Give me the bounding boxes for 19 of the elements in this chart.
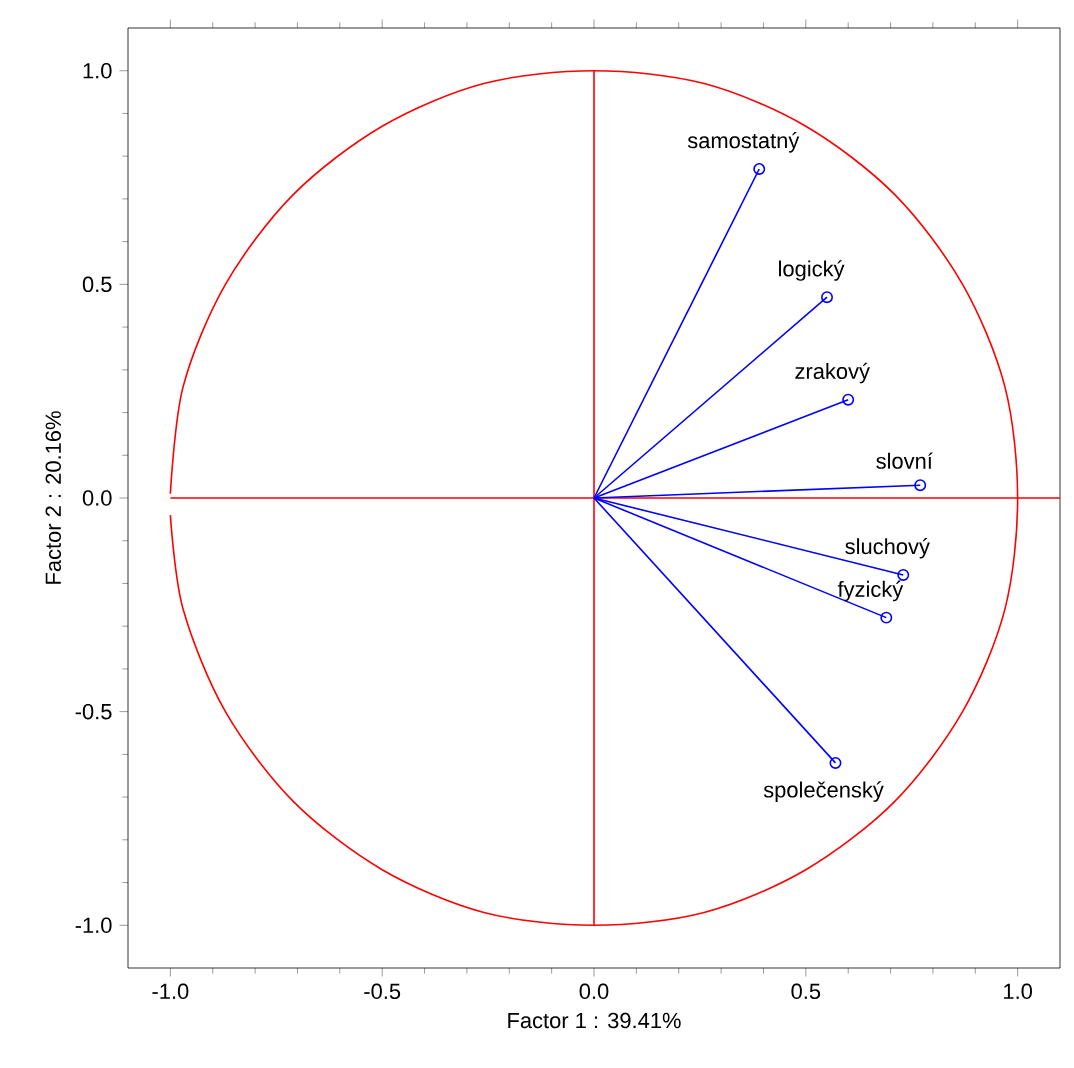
annotation: fyzický (837, 580, 904, 602)
annotation: samostatný (687, 131, 800, 153)
annotation: zrakový (795, 362, 870, 384)
x-tick-label: -1.0 (152, 983, 189, 1000)
y-tick-label: 0.0 (82, 490, 112, 506)
annotation: sluchový (845, 537, 930, 559)
y-tick-label: 0.5 (82, 276, 112, 293)
annotation: společenský (763, 781, 884, 802)
x-axis-title: Factor 1 : 39.41% (508, 1012, 681, 1029)
y-axis-title: Factor 2 : 20.16% (45, 411, 62, 584)
x-tick-label: -0.5 (364, 983, 401, 1000)
y-tick-label: -1.0 (75, 917, 112, 934)
x-tick-label: 0.5 (791, 983, 821, 1000)
annotation: logický (779, 260, 845, 281)
x-tick-label: 1.0 (1004, 983, 1032, 1000)
x-tick-label: 0.0 (579, 983, 609, 1000)
y-tick-label: -0.5 (75, 703, 112, 720)
y-tick-label: 1.0 (83, 62, 112, 79)
annotation: slovní (876, 452, 933, 469)
